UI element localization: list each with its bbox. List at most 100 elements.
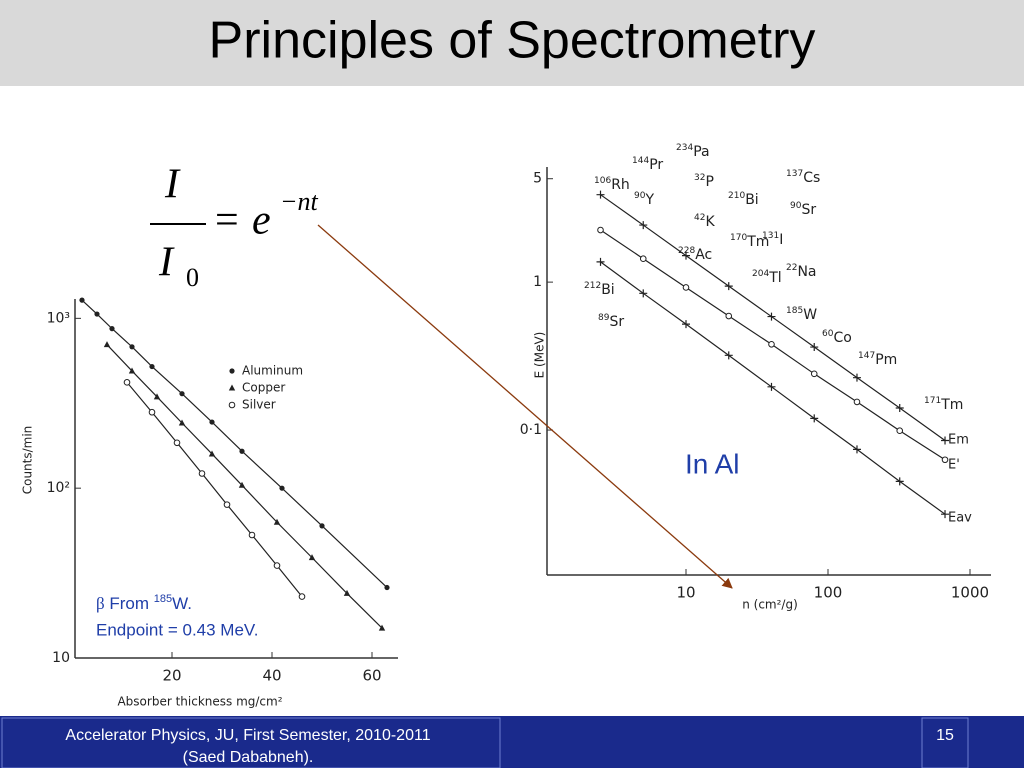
isotope-mass: 228 <box>678 246 695 256</box>
point <box>941 510 950 519</box>
isotope-mass: 22 <box>786 263 797 273</box>
point <box>810 370 818 378</box>
isotope-mass: 144 <box>632 156 649 166</box>
isotope-symbol: Pa <box>693 144 709 160</box>
point <box>209 419 215 425</box>
point <box>639 221 648 230</box>
footer-line1: Accelerator Physics, JU, First Semester,… <box>65 727 430 744</box>
footer-box <box>1 717 501 768</box>
title-bar <box>0 0 1024 86</box>
point <box>128 367 136 374</box>
isotope-label: 147Pm <box>858 351 897 369</box>
eq-subscript: 0 <box>186 263 199 292</box>
legend-marker <box>228 401 236 409</box>
point <box>725 312 733 320</box>
isotope-mass: 212 <box>584 281 601 291</box>
isotope-mass: 171 <box>924 396 941 406</box>
point <box>810 414 819 423</box>
isotope-symbol: Sr <box>609 314 624 330</box>
x-axis-label: Absorber thickness mg/cm² <box>117 695 282 709</box>
arrow <box>317 224 733 589</box>
eq-equals: = <box>215 198 239 244</box>
point <box>596 190 605 199</box>
point <box>308 554 316 561</box>
isotope-symbol: Rh <box>611 177 630 193</box>
isotope-label: 171Tm <box>924 396 963 414</box>
isotope-symbol: Tm <box>746 234 769 250</box>
point <box>208 450 216 457</box>
y-axis-label: Counts/min <box>21 426 35 495</box>
series-line <box>126 381 303 597</box>
slide-title: Principles of Spectrometry <box>209 12 816 70</box>
point <box>895 403 904 412</box>
point <box>896 427 904 435</box>
isotope-label: 170Tm <box>730 233 769 251</box>
chart: 10 100 1000 0·1 1 5 n (cm²/g) E (MeV) Em E' Eav 144… <box>520 143 991 612</box>
isotope-mass: 131 <box>762 231 779 241</box>
point <box>248 531 256 539</box>
isotope-mass: 210 <box>728 191 745 201</box>
point <box>941 456 949 464</box>
element: W. <box>172 594 192 613</box>
isotope-symbol: Tm <box>940 397 963 413</box>
isotope-mass: 170 <box>730 233 747 243</box>
y-tick-label: 5 <box>533 171 542 187</box>
eq-denominator: I <box>158 240 175 286</box>
point <box>319 523 325 529</box>
point <box>378 624 386 631</box>
isotope-symbol: I <box>779 232 783 248</box>
isotope-label: 32P <box>694 173 714 191</box>
point <box>682 284 690 291</box>
eq-base: e <box>252 198 271 244</box>
x-tick-label: 10 <box>676 584 695 602</box>
x-tick-label: 40 <box>262 667 281 685</box>
page-number: 15 <box>936 727 954 744</box>
point <box>129 344 135 350</box>
beta: β <box>96 594 105 613</box>
isotope-label: 106Rh <box>594 176 630 194</box>
point <box>279 485 285 491</box>
isotope-label: 212Bi <box>584 281 615 299</box>
point <box>198 470 206 477</box>
legend-label: Aluminum <box>242 364 303 378</box>
mass: 185 <box>154 593 172 605</box>
point <box>148 408 156 416</box>
y-tick-label: 0·1 <box>520 422 542 438</box>
point <box>343 589 351 596</box>
legend-marker <box>229 368 235 374</box>
point <box>810 343 819 352</box>
isotope-symbol: Pr <box>649 157 663 173</box>
point <box>273 518 281 525</box>
isotope-mass: 90 <box>634 191 646 201</box>
isotope-label: 185W <box>786 306 817 324</box>
isotope-label: 90Sr <box>790 201 816 219</box>
isotope-label: 60Co <box>822 329 852 347</box>
isotope-mass: 204 <box>752 269 769 279</box>
isotope-mass: 32 <box>694 173 705 183</box>
point <box>724 282 733 291</box>
legend-label: Copper <box>242 381 285 395</box>
isotope-mass: 90 <box>790 201 802 211</box>
point <box>639 255 647 262</box>
point <box>273 562 281 569</box>
point <box>384 584 390 591</box>
series-label: Em <box>948 433 969 448</box>
point <box>767 382 776 391</box>
isotope-symbol: K <box>705 214 715 230</box>
point <box>852 373 861 382</box>
point <box>767 312 776 321</box>
isotope-mass: 106 <box>594 176 611 186</box>
endpoint-note: Endpoint = 0.43 MeV. <box>96 620 258 639</box>
y-tick-label: 10 <box>52 650 70 666</box>
point <box>223 501 231 508</box>
point <box>895 477 904 486</box>
point <box>179 391 185 397</box>
series-label: E' <box>948 458 960 473</box>
eq-numerator: I <box>164 162 181 208</box>
point <box>103 341 111 348</box>
isotope-symbol: Bi <box>745 192 759 208</box>
isotope-label: 234Pa <box>676 143 710 161</box>
footer-bar <box>0 716 1024 768</box>
